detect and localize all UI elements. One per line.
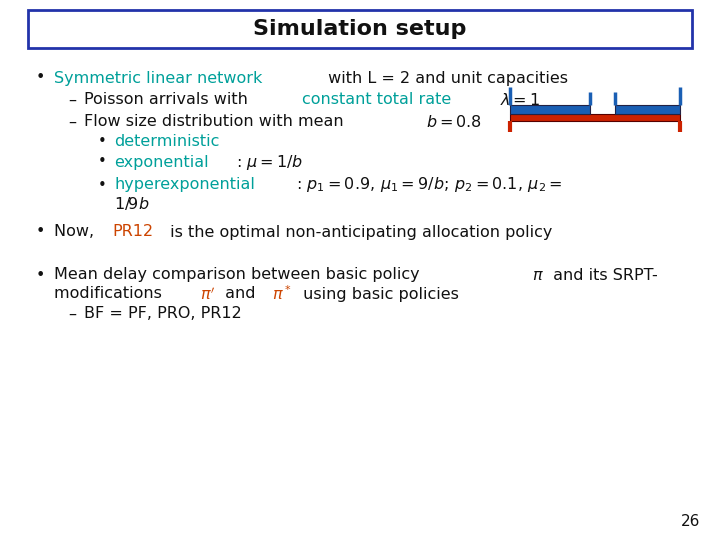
Text: hyperexponential: hyperexponential xyxy=(114,178,255,192)
Text: •: • xyxy=(98,154,107,170)
Text: –: – xyxy=(68,92,76,107)
Text: $1/9b$: $1/9b$ xyxy=(114,195,149,213)
Text: is the optimal non-anticipating allocation policy: is the optimal non-anticipating allocati… xyxy=(166,225,553,240)
Bar xyxy=(615,105,680,114)
Text: $\pi$: $\pi$ xyxy=(532,267,544,282)
Text: •: • xyxy=(36,267,45,282)
Text: $\pi^*$: $\pi^*$ xyxy=(272,285,292,303)
Text: modifications: modifications xyxy=(54,287,167,301)
Text: $\pi'$: $\pi'$ xyxy=(200,285,215,302)
Text: : $\mu = 1/b$: : $\mu = 1/b$ xyxy=(236,152,303,172)
Text: Simulation setup: Simulation setup xyxy=(253,19,467,39)
Text: constant total rate: constant total rate xyxy=(302,92,451,107)
Text: •: • xyxy=(36,71,45,85)
Text: •: • xyxy=(98,178,107,192)
Text: : $p_1 = 0.9,\, \mu_1 = 9/b;\, p_2 = 0.1,\, \mu_2 =$: : $p_1 = 0.9,\, \mu_1 = 9/b;\, p_2 = 0.1… xyxy=(296,176,562,194)
Text: with L = 2 and unit capacities: with L = 2 and unit capacities xyxy=(323,71,568,85)
Text: –: – xyxy=(68,307,76,321)
FancyBboxPatch shape xyxy=(28,10,692,48)
Text: Symmetric linear network: Symmetric linear network xyxy=(54,71,262,85)
Text: and: and xyxy=(220,287,260,301)
Text: Mean delay comparison between basic policy: Mean delay comparison between basic poli… xyxy=(54,267,425,282)
Bar xyxy=(510,105,590,114)
Text: and its SRPT-: and its SRPT- xyxy=(548,267,657,282)
Text: PR12: PR12 xyxy=(112,225,153,240)
Text: –: – xyxy=(68,114,76,130)
Text: $\lambda = 1$: $\lambda = 1$ xyxy=(495,92,539,108)
Text: •: • xyxy=(36,225,45,240)
Text: deterministic: deterministic xyxy=(114,134,220,150)
Text: using basic policies: using basic policies xyxy=(297,287,459,301)
Text: Poisson arrivals with: Poisson arrivals with xyxy=(84,92,253,107)
Text: •: • xyxy=(98,134,107,150)
Text: exponential: exponential xyxy=(114,154,209,170)
Text: Now,: Now, xyxy=(54,225,99,240)
Bar xyxy=(510,114,680,121)
Text: 26: 26 xyxy=(680,515,700,530)
Text: Flow size distribution with mean: Flow size distribution with mean xyxy=(84,114,348,130)
Text: BF = PF, PRO, PR12: BF = PF, PRO, PR12 xyxy=(84,307,242,321)
Text: $b = 0.8$: $b = 0.8$ xyxy=(426,114,482,130)
